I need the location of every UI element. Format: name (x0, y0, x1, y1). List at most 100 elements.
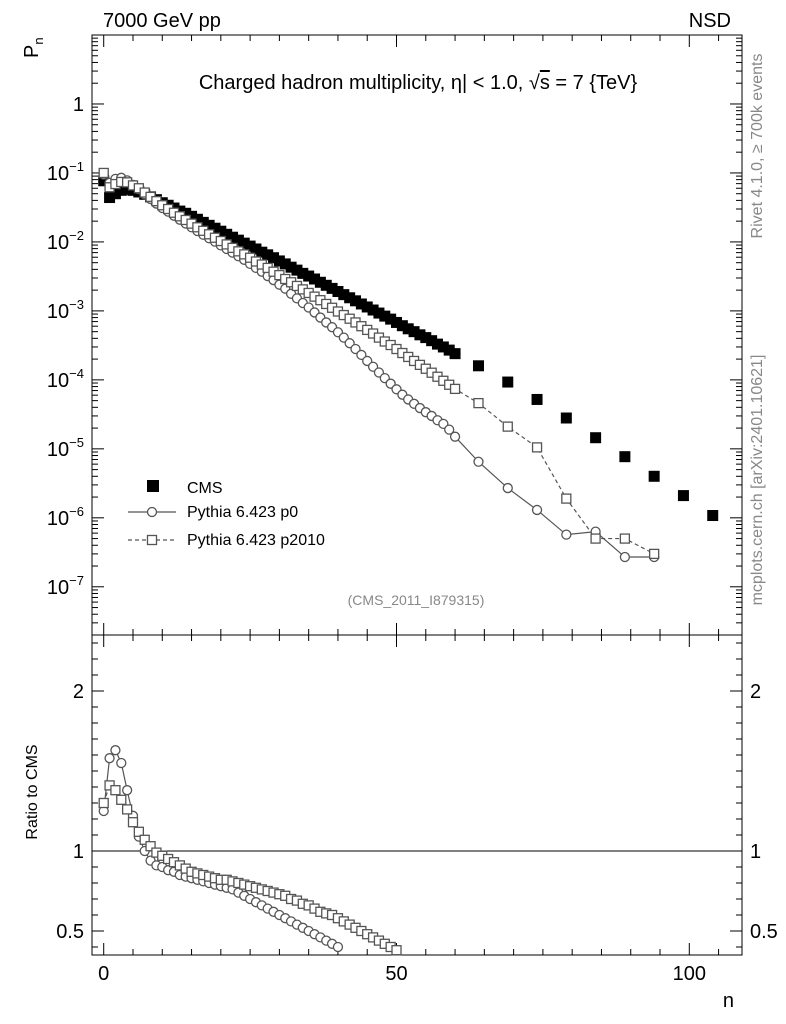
main-y-tick-label: 10−1 (47, 159, 84, 185)
pythia-p0-point (531, 504, 543, 516)
cms-point (414, 329, 426, 341)
legend-marker-p2010 (146, 534, 158, 546)
legend-label-p2010: Pythia 6.423 p2010 (187, 532, 325, 549)
ratio-p2010-point (98, 797, 109, 809)
cms-point (531, 393, 543, 405)
cms-point (350, 295, 362, 307)
cms-point (250, 243, 262, 255)
ratio-series-layer (98, 745, 402, 956)
ratio-y-axis-label: Ratio to CMS (24, 744, 41, 839)
ratio-p2010-point (139, 834, 150, 845)
cms-point (396, 320, 408, 332)
cms-point (320, 279, 332, 291)
cms-point (221, 228, 233, 240)
cms-point (303, 270, 315, 282)
cms-point (619, 451, 631, 463)
cms-point (232, 234, 244, 246)
pythia-p2010-point (449, 383, 461, 395)
main-y-tick-label: 1 (73, 94, 84, 116)
main-y-tick-label: 10−2 (47, 228, 84, 254)
main-y-tick-label: 10−7 (47, 573, 84, 599)
cms-point (472, 360, 484, 372)
x-tick-label: 50 (385, 963, 407, 985)
cms-point (326, 282, 338, 294)
pythia-p0-point (444, 424, 455, 435)
ratio-p0-point (121, 785, 133, 796)
header-left: 7000 GeV pp (103, 10, 221, 32)
ratio-p2010-point (121, 804, 133, 815)
x-axis-label: n (723, 990, 734, 1012)
cms-point (309, 273, 321, 285)
cms-point (203, 219, 215, 231)
cms-point (344, 292, 356, 304)
ratio-p2010-point (145, 841, 156, 852)
cms-point (121, 183, 133, 195)
mcplots-credit-text: mcplots.cern.ch [arXiv:2401.10621] (749, 355, 766, 606)
cms-point (180, 207, 192, 219)
pythia-p0-point (356, 349, 367, 361)
cms-point (174, 205, 186, 217)
pythia-p2010-point (561, 493, 572, 504)
x-tick-label: 100 (673, 963, 706, 985)
cms-point (590, 432, 602, 444)
legend-marker-cms (147, 480, 159, 492)
pythia-p2010-point (502, 421, 513, 432)
cms-point (443, 344, 455, 356)
cms-point (109, 188, 121, 200)
cms-point (355, 298, 367, 310)
pythia-p2010-point (473, 397, 484, 409)
cms-point (648, 470, 660, 482)
ratio-y-tick-label-left: 2 (73, 681, 84, 703)
pythia-p2010-point (619, 533, 631, 544)
main-y-tick-label: 10−6 (47, 504, 84, 530)
cms-point (244, 240, 256, 252)
cms-point (104, 192, 116, 204)
cms-point (385, 313, 397, 325)
pythia-p0-point (502, 482, 513, 494)
main-series-layer (98, 167, 719, 563)
cms-point (256, 246, 268, 258)
rivet-version-text: Rivet 4.1.0, ≥ 700k events (749, 54, 766, 239)
cms-point (391, 316, 403, 328)
pythia-p0-point (619, 551, 631, 563)
cms-point (314, 276, 326, 288)
cms-point (291, 264, 303, 276)
cms-point (707, 510, 719, 522)
main-axis-ticks: 1 10−1 10−2 10−3 10−4 10−5 10−6 10−7 (47, 35, 742, 636)
ratio-line-p0 (103, 749, 339, 948)
cms-point (273, 255, 285, 267)
cms-point (209, 222, 221, 234)
ratio-p0-point (332, 941, 344, 953)
ratio-y-tick-label-right: 2 (750, 681, 761, 703)
ratio-y-tick-label-right: 1 (750, 841, 761, 863)
series-line-p0 (103, 174, 655, 558)
pythia-p0-point (473, 456, 484, 467)
cms-point (408, 326, 420, 338)
cms-point (449, 348, 461, 360)
cms-point (402, 323, 414, 335)
ratio-y-tick-label-right: 0.5 (750, 921, 778, 943)
ratio-plot-frame (91, 634, 743, 956)
cms-point (197, 216, 209, 228)
ratio-y-tick-label-left: 1 (73, 841, 84, 863)
cms-point (186, 210, 198, 222)
pythia-p0-point (449, 431, 461, 442)
analysis-tag: (CMS_2011_I879315) (348, 592, 485, 608)
legend: CMS Pythia 6.423 p0 Pythia 6.423 p2010 (128, 480, 325, 549)
cms-point (367, 304, 379, 316)
pythia-p0-point (561, 529, 572, 540)
cms-point (426, 335, 438, 347)
cms-point (297, 267, 309, 279)
cms-point (215, 225, 227, 237)
ratio-p0-point (110, 745, 121, 756)
pythia-p2010-point (98, 167, 109, 179)
main-y-tick-label: 10−5 (47, 435, 84, 461)
ratio-p2010-point (116, 794, 127, 805)
legend-marker-p0 (146, 506, 158, 518)
cms-point (338, 289, 350, 301)
cms-point (262, 249, 274, 261)
cms-point (379, 310, 391, 322)
cms-point (279, 258, 291, 270)
cms-point (268, 252, 280, 264)
